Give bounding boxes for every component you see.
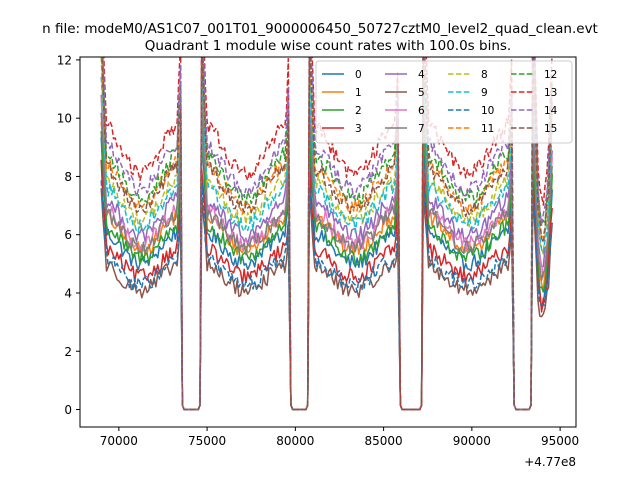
legend-label-5: 5 [418, 87, 425, 99]
series-line-8 [100, 57, 553, 411]
legend-label-13: 13 [544, 87, 557, 99]
x-tick-label: 75000 [188, 434, 226, 448]
y-tick-label: 8 [64, 170, 72, 184]
series-line-5 [100, 185, 553, 411]
y-tick-label: 12 [57, 53, 72, 67]
y-tick-label: 6 [64, 228, 72, 242]
x-tick-label: 85000 [365, 434, 403, 448]
series-line-0 [100, 136, 553, 411]
series-line-12 [101, 57, 553, 411]
chart-title: Quadrant 1 module wise count rates with … [145, 38, 511, 54]
x-tick-label: 95000 [541, 434, 579, 448]
legend-box [315, 60, 573, 144]
legend-label-1: 1 [355, 87, 362, 99]
series-line-14 [102, 57, 553, 411]
legend-label-6: 6 [418, 105, 425, 117]
series-line-15 [101, 57, 553, 411]
legend-label-10: 10 [481, 105, 494, 117]
plot-area [100, 57, 553, 411]
figure-suptitle: n file: modeM0/AS1C07_001T01_9000006450_… [42, 21, 598, 37]
legend-label-11: 11 [481, 123, 494, 135]
series-line-3 [100, 159, 553, 411]
legend-label-3: 3 [355, 123, 362, 135]
legend-label-15: 15 [544, 123, 557, 135]
x-tick-label: 90000 [453, 434, 491, 448]
y-tick-label: 2 [64, 345, 72, 359]
legend-label-4: 4 [418, 69, 425, 81]
series-line-10 [100, 180, 553, 411]
legend-label-12: 12 [544, 69, 557, 81]
y-axis: 0 2 4 6 8 10 12 [57, 53, 80, 417]
x-tick-label: 70000 [100, 434, 138, 448]
legend-label-8: 8 [481, 69, 488, 81]
axes-frame [79, 56, 577, 428]
x-axis: 70000 75000 80000 85000 90000 95000 [100, 427, 579, 448]
legend-label-2: 2 [355, 105, 362, 117]
series-line-9 [100, 70, 553, 411]
y-tick-label: 0 [64, 403, 72, 417]
series-line-4 [100, 94, 553, 411]
series-line-11 [101, 57, 553, 411]
y-tick-label: 10 [57, 112, 72, 126]
y-tick-label: 4 [64, 286, 72, 300]
series-line-7 [100, 107, 553, 411]
series-line-6 [100, 97, 553, 411]
legend-label-9: 9 [481, 87, 488, 99]
x-axis-offset-label: +4.77e8 [524, 455, 576, 469]
legend-label-0: 0 [355, 69, 362, 81]
x-tick-label: 80000 [276, 434, 314, 448]
legend-label-7: 7 [418, 123, 425, 135]
legend-label-14: 14 [544, 105, 558, 117]
series-line-2 [100, 128, 553, 411]
